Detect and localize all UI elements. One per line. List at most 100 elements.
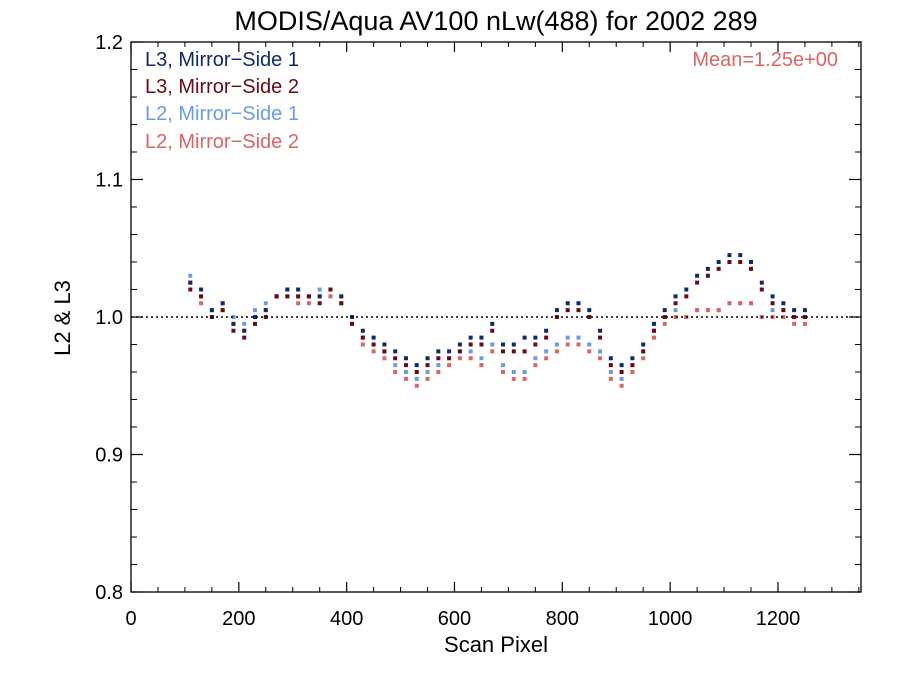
data-point bbox=[468, 349, 473, 354]
data-point bbox=[716, 260, 721, 264]
data-point bbox=[651, 321, 656, 326]
data-point bbox=[199, 294, 204, 299]
data-point bbox=[371, 342, 376, 347]
data-point bbox=[371, 349, 376, 354]
data-point bbox=[511, 342, 516, 347]
data-point bbox=[479, 363, 484, 368]
data-point bbox=[468, 356, 473, 361]
data-point bbox=[447, 349, 452, 354]
data-point bbox=[533, 342, 538, 347]
data-point bbox=[705, 266, 710, 271]
data-point bbox=[479, 342, 484, 347]
data-point bbox=[651, 335, 656, 340]
data-point bbox=[554, 308, 559, 313]
data-point bbox=[598, 349, 603, 354]
data-point bbox=[414, 363, 419, 368]
data-point bbox=[490, 321, 495, 326]
data-point bbox=[641, 356, 646, 361]
data-point bbox=[220, 308, 225, 313]
data-point bbox=[630, 363, 635, 368]
data-point bbox=[554, 342, 559, 347]
data-point bbox=[522, 349, 527, 354]
data-point bbox=[587, 342, 592, 347]
series-1 bbox=[188, 260, 807, 374]
data-point bbox=[274, 294, 279, 299]
data-point bbox=[770, 294, 775, 299]
data-point bbox=[576, 335, 581, 340]
data-point bbox=[587, 308, 592, 313]
data-point bbox=[770, 308, 775, 313]
data-point bbox=[403, 356, 408, 361]
legend-entry-l3-ms2: L3, Mirror−Side 2 bbox=[145, 76, 299, 98]
data-point bbox=[403, 363, 408, 368]
data-point bbox=[587, 349, 592, 354]
data-point bbox=[716, 308, 721, 313]
data-point bbox=[436, 349, 441, 354]
data-point bbox=[501, 349, 506, 354]
data-point bbox=[673, 301, 678, 306]
data-point bbox=[296, 294, 301, 299]
data-point bbox=[339, 301, 344, 306]
data-point bbox=[619, 383, 624, 388]
data-point bbox=[576, 308, 581, 313]
data-point bbox=[263, 315, 268, 319]
data-point bbox=[425, 356, 430, 361]
data-point bbox=[565, 308, 570, 313]
data-point bbox=[382, 349, 387, 354]
data-point bbox=[522, 370, 527, 374]
legend-entry-l2-ms1: L2, Mirror−Side 1 bbox=[145, 103, 299, 125]
data-point bbox=[296, 287, 301, 292]
data-point bbox=[403, 370, 408, 374]
data-point bbox=[695, 273, 700, 278]
data-point bbox=[511, 376, 516, 381]
data-point bbox=[479, 335, 484, 340]
plot-frame bbox=[130, 41, 862, 593]
data-point bbox=[770, 301, 775, 306]
data-point bbox=[759, 287, 764, 292]
data-point bbox=[242, 335, 247, 340]
data-point bbox=[253, 308, 258, 313]
data-point bbox=[738, 260, 743, 264]
data-point bbox=[436, 363, 441, 368]
data-point bbox=[188, 287, 193, 292]
data-point bbox=[425, 370, 430, 374]
data-point bbox=[511, 370, 516, 374]
data-point bbox=[716, 266, 721, 271]
data-point bbox=[220, 301, 225, 306]
data-point bbox=[781, 315, 786, 319]
data-point bbox=[630, 356, 635, 361]
x-axis-label: Scan Pixel bbox=[444, 632, 548, 657]
data-point bbox=[544, 356, 549, 361]
data-point bbox=[576, 301, 581, 306]
data-point bbox=[457, 342, 462, 347]
data-point bbox=[436, 356, 441, 361]
x-tick-label: 200 bbox=[222, 608, 255, 630]
axes: 0 200 400 600 800 1000 1200 0.8 0.9 1.0 1.1 1.2 bbox=[95, 32, 861, 630]
data-point bbox=[457, 356, 462, 361]
data-point bbox=[802, 315, 807, 319]
data-point bbox=[565, 342, 570, 347]
data-point bbox=[565, 335, 570, 340]
x-tick-label: 1000 bbox=[648, 608, 693, 630]
data-point bbox=[447, 363, 452, 368]
data-point bbox=[360, 328, 365, 333]
data-point bbox=[695, 308, 700, 313]
data-point bbox=[468, 335, 473, 340]
data-point bbox=[630, 370, 635, 374]
legend: L3, Mirror−Side 1 L3, Mirror−Side 2 L2, … bbox=[145, 49, 299, 153]
data-point bbox=[231, 315, 236, 319]
chart-title: MODIS/Aqua AV100 nLw(488) for 2002 289 bbox=[234, 6, 757, 36]
data-point bbox=[792, 315, 797, 319]
data-point bbox=[468, 342, 473, 347]
data-point bbox=[662, 321, 667, 326]
data-point bbox=[522, 376, 527, 381]
data-point bbox=[619, 363, 624, 368]
data-point bbox=[339, 294, 344, 299]
data-point bbox=[328, 287, 333, 292]
data-point bbox=[306, 294, 311, 299]
data-point bbox=[749, 266, 754, 271]
data-point bbox=[608, 363, 613, 368]
data-point bbox=[695, 280, 700, 285]
data-point bbox=[382, 342, 387, 347]
data-point bbox=[673, 315, 678, 319]
